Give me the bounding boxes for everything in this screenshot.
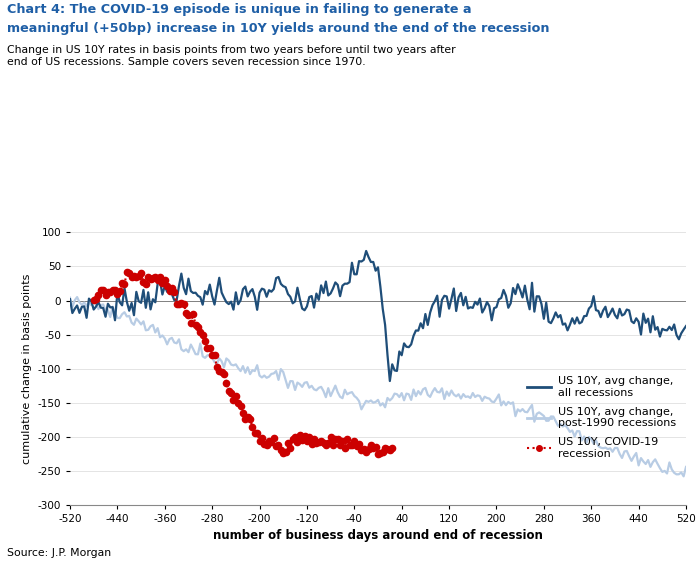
Text: Source: J.P. Morgan: Source: J.P. Morgan [7,548,111,558]
Text: Chart 4: The COVID-19 episode is unique in failing to generate a: Chart 4: The COVID-19 episode is unique … [7,3,472,16]
X-axis label: number of business days around end of recession: number of business days around end of re… [213,529,543,542]
Legend: US 10Y, avg change,
all recessions, US 10Y, avg change,
post-1990 recessions, US: US 10Y, avg change, all recessions, US 1… [522,372,680,463]
Text: Change in US 10Y rates in basis points from two years before until two years aft: Change in US 10Y rates in basis points f… [7,45,456,67]
Text: meaningful (+50bp) increase in 10Y yields around the end of the recession: meaningful (+50bp) increase in 10Y yield… [7,22,550,35]
Y-axis label: cumulative change in basis points: cumulative change in basis points [22,273,32,464]
